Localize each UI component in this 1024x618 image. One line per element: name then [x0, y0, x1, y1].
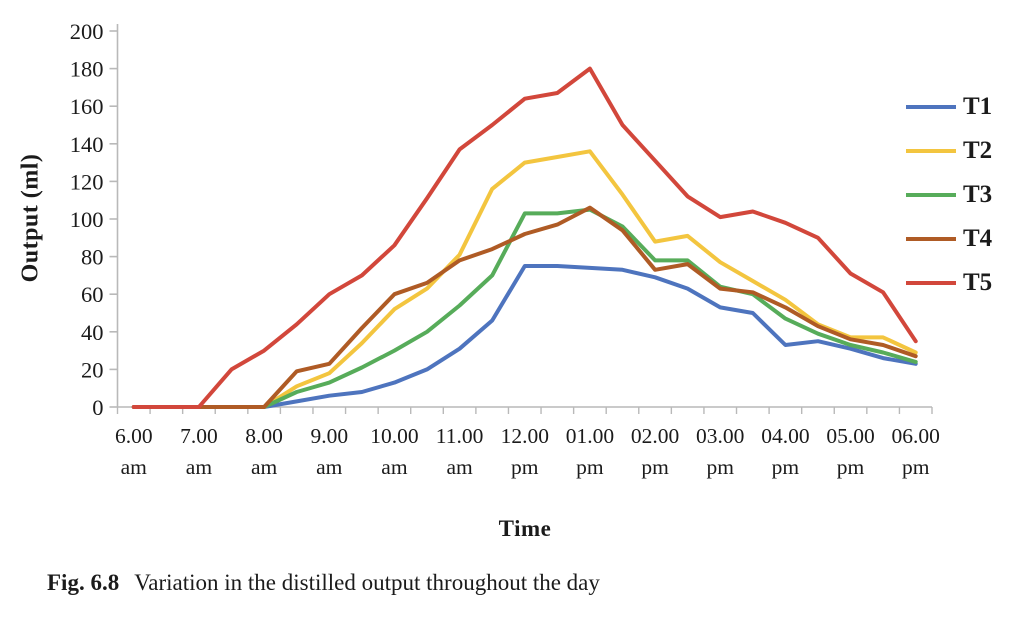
- x-tick-label-period: pm: [837, 455, 865, 479]
- x-tick-label-period: pm: [706, 455, 734, 479]
- x-tick-label-time: 9.00: [310, 424, 348, 448]
- legend-item-t2: T2: [906, 137, 993, 164]
- legend-label-t5: T5: [963, 269, 993, 296]
- y-tick-label: 180: [70, 57, 104, 82]
- x-tick-label-period: pm: [641, 455, 669, 479]
- x-tick-label-time: 03.00: [696, 424, 744, 448]
- y-tick-label: 20: [81, 357, 104, 382]
- series-line-t4: [131, 205, 918, 409]
- y-tick-label: 100: [70, 207, 104, 232]
- y-tick-label: 40: [81, 320, 104, 345]
- x-tick-label-period: am: [121, 455, 148, 479]
- y-tick-label: 120: [70, 169, 104, 194]
- x-axis-ticks: [116, 407, 933, 414]
- legend-label-t2: T2: [963, 137, 993, 164]
- x-tick-label-time: 10.00: [370, 424, 418, 448]
- x-tick-label-period: am: [186, 455, 213, 479]
- figure-caption: Fig. 6.8 Variation in the distilled outpu…: [47, 570, 600, 596]
- series-line-t1: [131, 264, 918, 409]
- legend-swatch-t2: [906, 148, 956, 153]
- series-line-t5: [131, 66, 918, 409]
- x-tick-label-time: 06.00: [892, 424, 940, 448]
- y-tick-label: 60: [81, 282, 104, 307]
- legend: T1 T2 T3 T4 T5: [906, 93, 993, 296]
- series-lines: [131, 66, 918, 409]
- x-tick-label-time: 7.00: [180, 424, 218, 448]
- legend-swatch-t4: [906, 236, 956, 241]
- legend-item-t4: T4: [906, 225, 993, 252]
- legend-item-t3: T3: [906, 181, 993, 208]
- x-tick-label-time: 01.00: [566, 424, 614, 448]
- caption-text: Variation in the distilled output throug…: [134, 570, 600, 595]
- x-tick-label-period: am: [316, 455, 343, 479]
- x-tick-label-period: pm: [772, 455, 800, 479]
- legend-label-t3: T3: [963, 181, 993, 208]
- x-tick-label-time: 12.00: [501, 424, 549, 448]
- y-tick-label: 200: [70, 19, 104, 44]
- y-tick-label: 80: [81, 245, 104, 270]
- legend-label-t4: T4: [963, 225, 993, 252]
- x-tick-label-time: 6.00: [115, 424, 153, 448]
- x-tick-label-period: am: [446, 455, 473, 479]
- series-line-t2: [131, 149, 918, 409]
- y-tick-label: 140: [70, 132, 104, 157]
- x-tick-label-period: pm: [902, 455, 930, 479]
- x-tick-label-period: am: [251, 455, 278, 479]
- legend-swatch-t5: [906, 280, 956, 285]
- legend-swatch-t3: [906, 192, 956, 197]
- caption-label: Fig. 6.8: [47, 570, 120, 595]
- x-axis-labels: 6.00 am 7.00 am 8.00 am 9.00 am 10.00 am 11.00 am 12…: [115, 424, 940, 479]
- x-tick-label-time: 04.00: [761, 424, 809, 448]
- legend-label-t1: T1: [963, 93, 993, 120]
- legend-item-t1: T1: [906, 93, 993, 120]
- x-tick-label-time: 8.00: [245, 424, 283, 448]
- line-chart: 0 20 40 60 80 100 120 140 160 180 200 6.00 am 7.00 am 8…: [70, 19, 940, 479]
- y-axis-title: Output (ml): [17, 153, 44, 283]
- legend-item-t5: T5: [906, 269, 993, 296]
- x-tick-label-time: 11.00: [436, 424, 484, 448]
- x-tick-label-period: pm: [576, 455, 604, 479]
- y-axis-ticks: 0 20 40 60 80 100 120 140 160 180 200: [70, 19, 118, 420]
- x-tick-label-time: 05.00: [826, 424, 874, 448]
- legend-swatch-t1: [906, 104, 956, 109]
- x-tick-label-period: pm: [511, 455, 539, 479]
- x-tick-label-time: 02.00: [631, 424, 679, 448]
- y-tick-label: 160: [70, 94, 104, 119]
- y-tick-label: 0: [92, 395, 103, 420]
- x-tick-label-period: am: [381, 455, 408, 479]
- x-axis-title: Time: [498, 516, 552, 541]
